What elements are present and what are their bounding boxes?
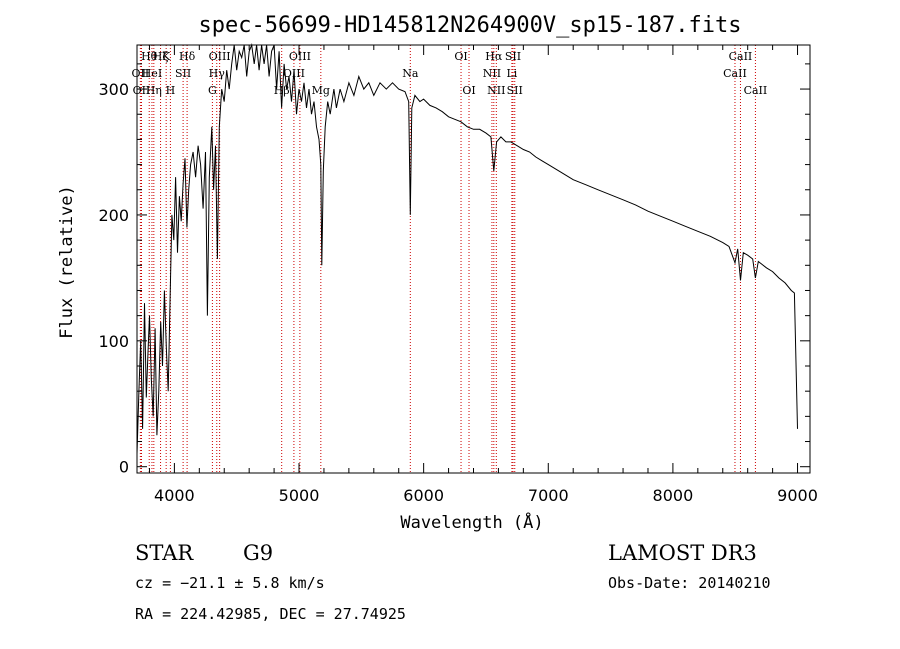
spectrum-line bbox=[136, 43, 798, 455]
line-label-15: OIII bbox=[289, 50, 311, 63]
line-label-9: Hδ bbox=[179, 50, 196, 63]
x-tick-label: 4000 bbox=[154, 486, 195, 505]
line-label-19: OI bbox=[462, 84, 475, 97]
line-label-20: NII bbox=[483, 67, 501, 80]
y-tick-label: 100 bbox=[98, 332, 129, 351]
line-label-25: SII bbox=[507, 84, 523, 97]
y-axis-label: Flux (relative) bbox=[57, 185, 77, 339]
line-label-24: SII bbox=[505, 50, 521, 63]
y-axis-ticks: 0 100 200 300 bbox=[98, 63, 810, 477]
x-tick-label: 8000 bbox=[653, 486, 694, 505]
line-label-16: Mg bbox=[312, 84, 330, 97]
x-tick-label: 5000 bbox=[279, 486, 320, 505]
plot-frame bbox=[136, 44, 811, 474]
line-label-10: G bbox=[208, 84, 217, 97]
line-label-7: H bbox=[166, 84, 176, 97]
line-label-17: Na bbox=[402, 67, 419, 80]
line-label-27: CaII bbox=[729, 50, 753, 63]
y-tick-label: 0 bbox=[119, 458, 129, 477]
line-label-18: OI bbox=[454, 50, 467, 63]
y-tick-label: 200 bbox=[98, 206, 129, 225]
line-label-23: Li bbox=[506, 67, 517, 80]
line-label-2: Hθ bbox=[141, 50, 158, 63]
spectral-line-markers bbox=[139, 45, 756, 473]
x-axis-ticks: 4000 5000 6000 7000 8000 9000 bbox=[148, 45, 818, 505]
x-tick-label: 9000 bbox=[777, 486, 818, 505]
redshift-text: cz = −21.1 ± 5.8 km/s bbox=[135, 574, 325, 592]
line-label-3: HeI bbox=[142, 67, 162, 80]
line-label-12: OIII bbox=[209, 50, 231, 63]
line-label-21: Hα bbox=[485, 50, 503, 63]
obs-date-text: Obs-Date: 20140210 bbox=[608, 574, 771, 592]
line-label-26: CaII bbox=[723, 67, 747, 80]
line-label-4: Hη bbox=[146, 84, 162, 97]
line-label-28: CaII bbox=[744, 84, 768, 97]
x-tick-label: 6000 bbox=[403, 486, 444, 505]
line-label-5: Hζ bbox=[153, 50, 169, 63]
line-label-22: NII bbox=[487, 84, 505, 97]
y-tick-label: 300 bbox=[98, 80, 129, 99]
line-label-0: OII bbox=[132, 67, 150, 80]
coordinates-text: RA = 224.42985, DEC = 27.74925 bbox=[135, 605, 406, 623]
line-label-11: Hγ bbox=[209, 67, 226, 80]
line-label-13: Hβ bbox=[274, 84, 290, 97]
survey-name: LAMOST DR3 bbox=[608, 541, 757, 565]
line-label-6: K bbox=[162, 50, 171, 63]
line-label-8: SII bbox=[175, 67, 191, 80]
x-axis-label: Wavelength (Å) bbox=[400, 511, 543, 533]
x-tick-label: 7000 bbox=[528, 486, 569, 505]
object-subclass: G9 bbox=[243, 541, 273, 565]
object-class: STAR bbox=[135, 541, 194, 565]
chart-title: spec-56699-HD145812N264900V_sp15-187.fit… bbox=[198, 13, 741, 38]
